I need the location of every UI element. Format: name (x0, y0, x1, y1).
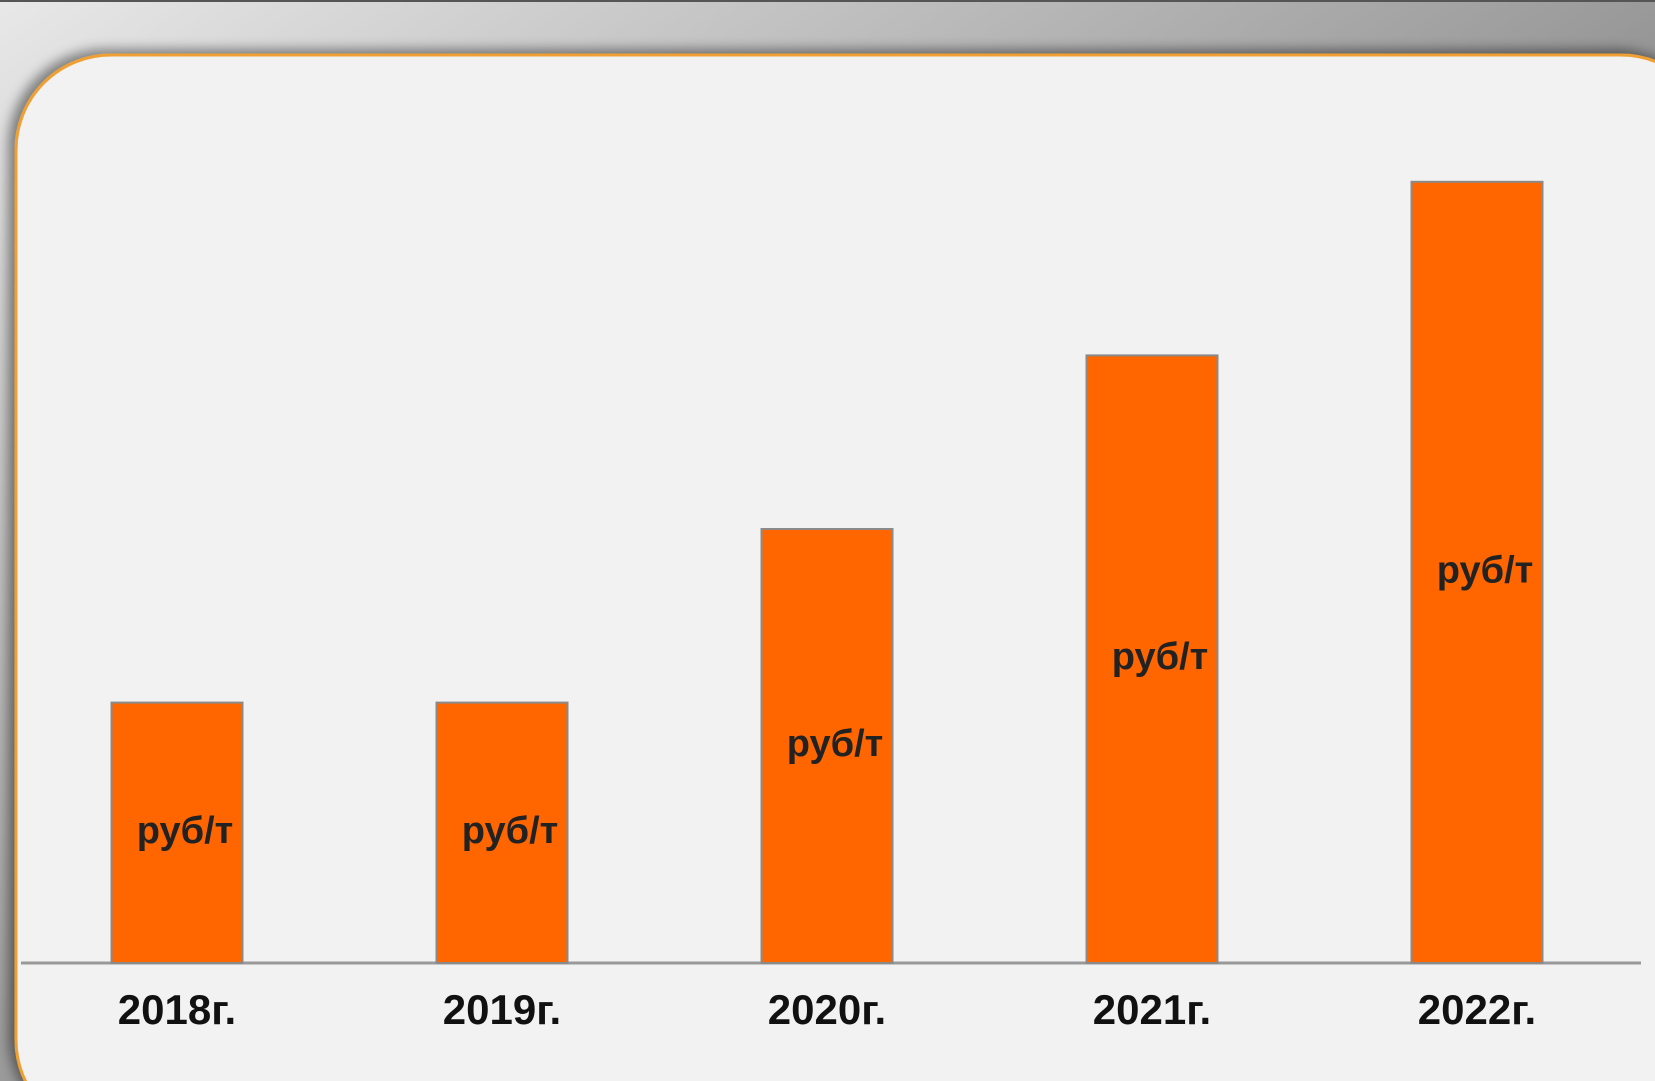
x-tick-label: 2021г. (1093, 986, 1211, 1033)
value-label: руб/т (462, 810, 558, 852)
bar (760, 528, 894, 964)
bar (435, 701, 569, 964)
x-tick-label: 2020г. (768, 986, 886, 1033)
value-label: руб/т (1437, 549, 1533, 591)
bar (1410, 180, 1544, 965)
x-tick-label: 2022г. (1418, 986, 1536, 1033)
x-tick-label: 2019г. (443, 986, 561, 1033)
x-tick-label: 2018г. (118, 986, 236, 1033)
value-label: руб/т (787, 723, 883, 765)
value-label: руб/т (137, 810, 233, 852)
bar (1085, 354, 1219, 964)
bar (110, 701, 244, 964)
top-edge (0, 0, 1655, 2)
value-label: руб/т (1112, 636, 1208, 678)
